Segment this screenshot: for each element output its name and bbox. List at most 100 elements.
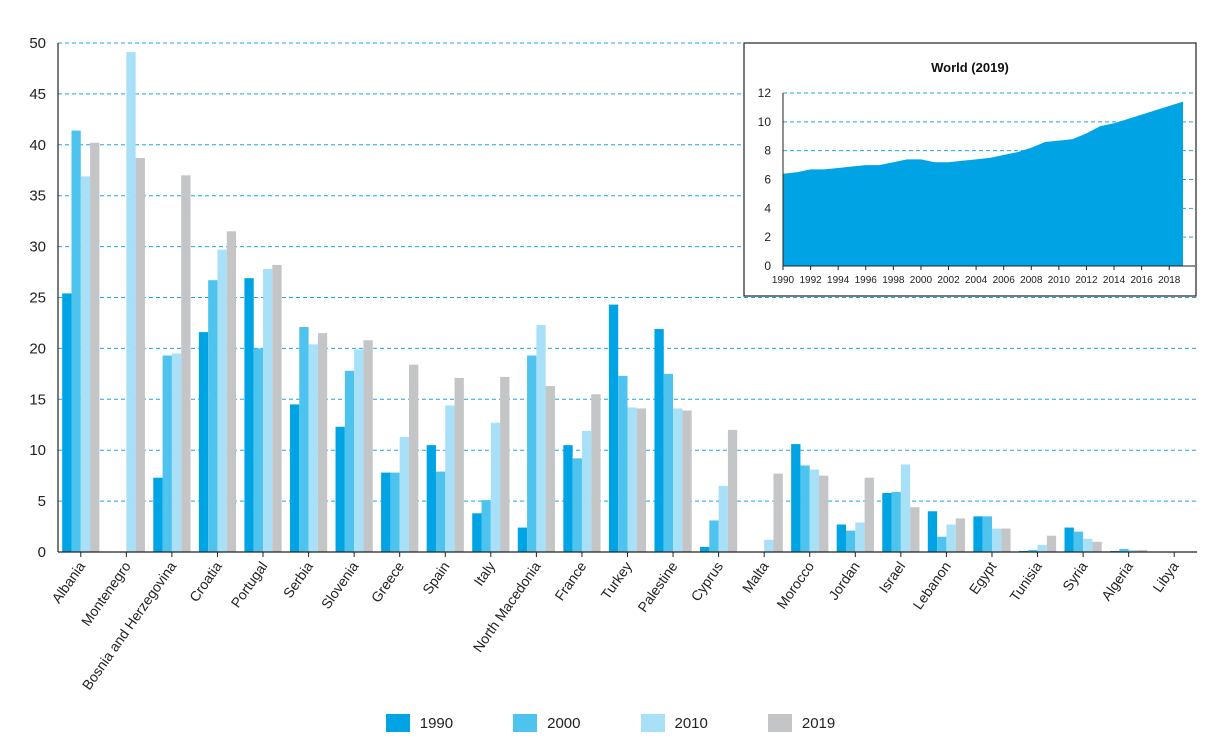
bar-serbia-2019 bbox=[317, 333, 328, 552]
bar-bosnia-and-herzegovina-2000 bbox=[162, 355, 172, 552]
bar-palestine-2000 bbox=[663, 373, 674, 552]
bar-tunisia-2010 bbox=[1037, 544, 1047, 552]
inset-y-tick-label: 8 bbox=[764, 144, 771, 158]
bar-algeria-2000 bbox=[1119, 548, 1129, 552]
x-tick-label-turkey: Turkey bbox=[598, 559, 635, 603]
inset-x-tick-label: 2010 bbox=[1048, 275, 1071, 286]
bar-morocco-1990 bbox=[791, 444, 801, 552]
bar-portugal-2019 bbox=[272, 264, 282, 552]
bar-montenegro-2010 bbox=[126, 52, 136, 553]
bar-portugal-2000 bbox=[253, 348, 264, 552]
inset-x-tick-label: 1992 bbox=[799, 275, 822, 286]
main-bars bbox=[62, 52, 1148, 553]
y-tick-label: 0 bbox=[38, 544, 46, 561]
bar-jordan-2000 bbox=[846, 530, 856, 552]
bar-lebanon-2000 bbox=[937, 536, 947, 552]
inset-y-tick-label: 2 bbox=[764, 230, 771, 244]
bar-malta-2019 bbox=[773, 473, 783, 552]
bar-albania-1990 bbox=[62, 293, 72, 552]
x-tick-label-cyprus: Cyprus bbox=[688, 559, 727, 605]
x-tick-label-portugal: Portugal bbox=[227, 559, 270, 611]
main-x-axis bbox=[57, 43, 1197, 557]
inset-y-axis: 0 2 4 6 8 10 12 bbox=[758, 86, 772, 273]
y-tick-label: 50 bbox=[29, 35, 46, 52]
bar-serbia-2010 bbox=[308, 344, 318, 552]
bar-jordan-1990 bbox=[836, 524, 846, 552]
inset-x-tick-label: 2004 bbox=[965, 275, 988, 286]
x-tick-label-syria: Syria bbox=[1059, 558, 1091, 593]
x-tick-label-bosnia-and-herzegovina: Bosnia and Herzegovina bbox=[79, 558, 180, 692]
bar-egypt-1990 bbox=[973, 516, 983, 552]
x-tick-label-slovenia: Slovenia bbox=[318, 558, 362, 611]
bar-bosnia-and-herzegovina-2010 bbox=[171, 353, 182, 552]
bar-spain-2000 bbox=[435, 471, 446, 552]
inset-x-tick-label: 2006 bbox=[993, 275, 1016, 286]
x-tick-label-france: France bbox=[551, 558, 589, 603]
bar-montenegro-2019 bbox=[135, 158, 145, 552]
bar-north-macedonia-2010 bbox=[536, 324, 546, 552]
bar-portugal-2010 bbox=[263, 268, 273, 552]
bar-syria-2000 bbox=[1073, 531, 1084, 552]
x-tick-label-israel: Israel bbox=[876, 559, 909, 596]
bar-morocco-2000 bbox=[800, 465, 810, 552]
bar-palestine-2019 bbox=[682, 410, 692, 552]
bar-croatia-2019 bbox=[226, 231, 237, 552]
bar-egypt-2019 bbox=[1001, 528, 1011, 552]
legend-label-1990: 1990 bbox=[419, 714, 454, 732]
bar-slovenia-2010 bbox=[354, 349, 364, 552]
inset-x-tick-label: 2016 bbox=[1130, 275, 1153, 286]
inset-x-tick-label: 2012 bbox=[1075, 275, 1098, 286]
inset-x-tick-label: 1998 bbox=[882, 275, 905, 286]
x-tick-label-spain: Spain bbox=[419, 559, 453, 598]
bar-syria-2010 bbox=[1083, 538, 1093, 552]
x-tick-label-greece: Greece bbox=[368, 558, 408, 605]
inset-y-tick-label: 0 bbox=[764, 259, 771, 273]
inset-x-tick-label: 1994 bbox=[827, 275, 850, 286]
bar-tunisia-2019 bbox=[1046, 535, 1057, 552]
bar-egypt-2000 bbox=[982, 516, 992, 552]
inset-x-tick-label: 2014 bbox=[1103, 275, 1126, 286]
x-tick-label-lebanon: Lebanon bbox=[910, 559, 954, 613]
bar-bosnia-and-herzegovina-2019 bbox=[181, 175, 191, 552]
bar-cyprus-1990 bbox=[700, 546, 710, 552]
bar-turkey-2019 bbox=[636, 408, 647, 552]
bar-serbia-2000 bbox=[299, 327, 309, 552]
legend-item-2019: 2019 bbox=[767, 714, 835, 732]
legend-swatch-2000 bbox=[513, 714, 538, 732]
bar-spain-2019 bbox=[454, 377, 464, 552]
bar-syria-2019 bbox=[1092, 541, 1102, 552]
inset-area bbox=[783, 101, 1183, 267]
inset-y-tick-label: 6 bbox=[764, 173, 771, 187]
legend-swatch-1990 bbox=[385, 714, 410, 732]
bar-palestine-2010 bbox=[673, 408, 683, 552]
legend-item-2010: 2010 bbox=[640, 714, 708, 732]
bar-bosnia-and-herzegovina-1990 bbox=[153, 477, 163, 552]
y-tick-label: 40 bbox=[29, 137, 46, 154]
bar-croatia-1990 bbox=[198, 332, 209, 552]
legend-label-2000: 2000 bbox=[547, 714, 581, 732]
bar-morocco-2019 bbox=[819, 475, 829, 552]
bar-cyprus-2000 bbox=[709, 520, 719, 552]
bar-israel-2000 bbox=[891, 491, 901, 552]
legend-swatch-2019 bbox=[767, 714, 792, 732]
x-tick-label-serbia: Serbia bbox=[280, 558, 316, 601]
x-tick-label-jordan: Jordan bbox=[825, 559, 863, 603]
bar-jordan-2019 bbox=[864, 477, 874, 552]
inset-x-tick-label: 1990 bbox=[772, 275, 795, 286]
inset-x-tick-label: 2000 bbox=[910, 275, 933, 286]
bar-north-macedonia-2019 bbox=[545, 386, 555, 552]
bar-italy-2010 bbox=[490, 422, 501, 552]
bar-croatia-2010 bbox=[217, 249, 227, 553]
bar-tunisia-2000 bbox=[1028, 549, 1038, 552]
bar-greece-2000 bbox=[390, 472, 400, 552]
bar-albania-2019 bbox=[90, 142, 100, 553]
bar-north-macedonia-2000 bbox=[527, 355, 537, 552]
bar-serbia-1990 bbox=[289, 404, 300, 552]
bar-israel-1990 bbox=[882, 492, 892, 552]
x-tick-label-algeria: Algeria bbox=[1098, 558, 1136, 603]
bar-slovenia-2000 bbox=[344, 370, 355, 552]
inset-x-tick-label: 2008 bbox=[1020, 275, 1043, 286]
y-tick-label: 5 bbox=[38, 493, 46, 510]
bar-italy-1990 bbox=[472, 513, 482, 552]
